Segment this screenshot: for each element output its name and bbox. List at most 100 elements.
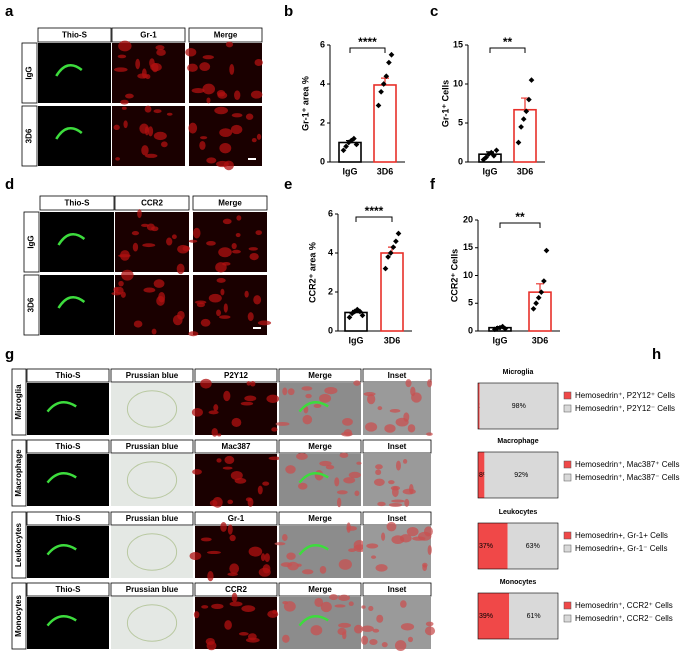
signal	[213, 404, 219, 412]
segment	[484, 452, 558, 498]
signal	[319, 460, 332, 467]
legend-swatch	[563, 601, 572, 610]
signal	[230, 124, 243, 135]
signal	[367, 394, 376, 405]
signal	[257, 320, 272, 326]
signal	[119, 250, 130, 261]
signal	[407, 636, 414, 643]
header-box	[192, 195, 268, 211]
signal	[218, 247, 232, 258]
header-box	[26, 582, 110, 597]
signal	[229, 64, 235, 75]
signal	[386, 521, 397, 532]
signal	[314, 597, 324, 608]
y-tick-label: 4	[320, 78, 325, 88]
signal	[222, 466, 233, 470]
data-point	[483, 154, 489, 161]
column-header: Merge	[308, 514, 332, 523]
signal	[191, 88, 205, 94]
signal	[395, 417, 409, 427]
column-header: Merge	[218, 199, 242, 208]
micrograph	[112, 43, 185, 103]
signal	[133, 320, 143, 328]
signal	[125, 93, 134, 99]
signal	[114, 67, 128, 72]
legend-swatch	[563, 544, 572, 553]
significance-bracket	[489, 47, 526, 53]
micrograph	[115, 275, 189, 335]
signal	[255, 230, 262, 236]
header-box	[110, 439, 194, 454]
micrograph	[111, 526, 193, 578]
micrograph	[27, 383, 109, 435]
data-point	[359, 312, 366, 319]
signal	[427, 379, 433, 388]
signal	[225, 41, 234, 48]
micrograph	[115, 212, 189, 272]
signal	[171, 234, 177, 240]
signal	[373, 478, 385, 486]
data-point	[340, 147, 347, 154]
signal	[376, 614, 384, 623]
signal	[418, 531, 432, 541]
signal	[200, 537, 212, 542]
value-label: 8%	[479, 472, 489, 479]
signal	[296, 452, 308, 460]
y-tick-label: 4	[328, 247, 333, 257]
row-box	[11, 368, 27, 436]
data-point	[526, 96, 532, 103]
signal	[324, 386, 338, 395]
column-header: Inset	[388, 514, 407, 523]
y-tick-label: 2	[320, 117, 325, 127]
row-box	[11, 511, 27, 579]
signal	[230, 470, 243, 481]
signal	[250, 380, 256, 387]
column-header: Merge	[308, 371, 332, 380]
header-box	[362, 368, 432, 383]
signal	[142, 243, 156, 248]
signal	[212, 497, 223, 508]
signal	[427, 545, 432, 555]
significance: **	[503, 35, 513, 49]
signal	[298, 482, 308, 490]
signal	[206, 641, 217, 651]
signal	[201, 605, 209, 609]
data-point	[357, 308, 363, 315]
signal	[121, 269, 134, 281]
header-box	[362, 439, 432, 454]
signal	[219, 128, 233, 138]
signal	[57, 232, 86, 246]
column-header: Inset	[388, 442, 407, 451]
signal	[234, 90, 241, 100]
column-header: Prussian blue	[126, 371, 179, 380]
micrograph	[38, 43, 111, 103]
signal	[377, 501, 386, 507]
signal	[131, 231, 140, 236]
data-point	[515, 139, 522, 146]
signal	[240, 401, 254, 406]
data-point	[520, 116, 527, 122]
signal	[219, 143, 232, 154]
column-header: Thio-S	[56, 585, 82, 594]
signal	[404, 498, 410, 507]
signal	[336, 497, 342, 508]
signal	[334, 477, 340, 487]
signal	[144, 105, 152, 113]
signal	[305, 393, 312, 399]
legend-entry: Hemosedrin⁺, Mac387⁻ Cells	[575, 473, 679, 482]
signal	[141, 223, 149, 228]
signal	[339, 452, 349, 458]
signal	[193, 227, 201, 239]
legend-swatch	[563, 391, 572, 400]
signal	[46, 401, 77, 413]
segment	[509, 593, 558, 639]
row-label: Leukocytes	[14, 522, 23, 567]
signal	[353, 380, 361, 386]
segment	[478, 523, 508, 569]
signal	[395, 460, 401, 471]
column-header: Merge	[214, 31, 238, 40]
signal	[126, 461, 178, 499]
signal	[266, 394, 280, 403]
y-tick-label: 5	[468, 298, 473, 308]
signal	[247, 633, 257, 641]
